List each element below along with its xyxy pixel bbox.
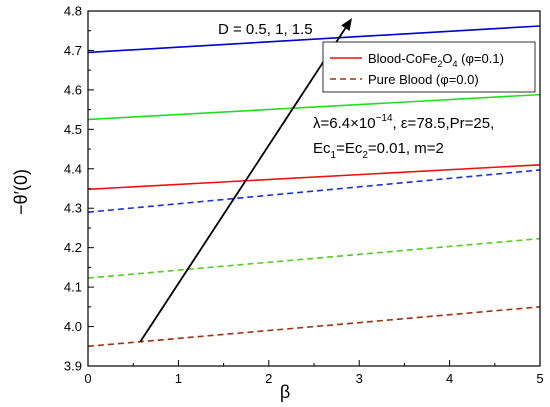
legend-label-0-mid: O <box>442 51 452 66</box>
series-line-0 <box>87 25 541 54</box>
series-line-5 <box>87 306 541 348</box>
legend-label-0-end: (φ=0.1) <box>458 51 504 66</box>
params-lambda: λ=6.4×10 <box>313 115 376 132</box>
y-tick-label: 4.1 <box>64 280 82 295</box>
trend-arrow-shaft <box>139 27 347 343</box>
y-axis-title: −θ′(0) <box>11 169 31 215</box>
x-tick-label: 5 <box>536 371 543 386</box>
legend: Blood-CoFe2O4 (φ=0.1) Pure Blood (φ=0.0) <box>322 41 536 93</box>
legend-label-1: Pure Blood (φ=0.0) <box>368 72 479 87</box>
y-tick-label: 4.8 <box>64 4 82 19</box>
params-eps-pr: , ε=78.5,Pr=25, <box>393 115 495 132</box>
params-ec-eq: =Ec <box>336 140 363 157</box>
params-lambda-exp: −14 <box>376 113 393 124</box>
y-tick-label: 4.3 <box>64 201 82 216</box>
params-ec-sub2: 2 <box>362 150 368 161</box>
x-tick-label: 0 <box>84 371 91 386</box>
series-line-2 <box>87 164 541 191</box>
params-ec-sub1: 1 <box>331 150 337 161</box>
plot-frame <box>87 10 541 367</box>
y-tick-label: 4.2 <box>64 240 82 255</box>
params-line-1: λ=6.4×10−14, ε=78.5,Pr=25, <box>313 113 494 132</box>
trend-arrow-head <box>341 18 352 31</box>
x-tick-label: 1 <box>175 371 182 386</box>
x-tick-label: 3 <box>356 371 363 386</box>
legend-label-0-sub: 2 <box>437 59 442 69</box>
y-tick-label: 4.6 <box>64 82 82 97</box>
series-line-4 <box>87 237 541 279</box>
y-tick-label: 3.9 <box>64 359 82 374</box>
legend-label-0-main: Blood-CoFe <box>368 51 437 66</box>
x-tick-label: 2 <box>265 371 272 386</box>
series-layer <box>87 25 541 348</box>
y-tick-label: 4.5 <box>64 122 82 137</box>
y-tick-label: 4.7 <box>64 43 82 58</box>
series-line-1 <box>87 93 541 121</box>
params-ec: Ec <box>313 140 331 157</box>
params-ec-m: =0.01, m=2 <box>368 140 444 157</box>
y-tick-label: 4.0 <box>64 319 82 334</box>
series-line-3 <box>87 169 541 213</box>
params-line-2: Ec1=Ec2=0.01, m=2 <box>313 140 444 161</box>
x-axis-title: β <box>280 382 290 402</box>
x-tick-label: 4 <box>446 371 453 386</box>
y-tick-label: 4.4 <box>64 161 82 176</box>
arrow-layer <box>139 18 352 343</box>
legend-label-0: Blood-CoFe2O4 (φ=0.1) <box>368 51 504 69</box>
arrow-label: D = 0.5, 1, 1.5 <box>218 21 313 38</box>
legend-box <box>322 41 536 93</box>
legend-label-0-sub2: 4 <box>453 59 458 69</box>
